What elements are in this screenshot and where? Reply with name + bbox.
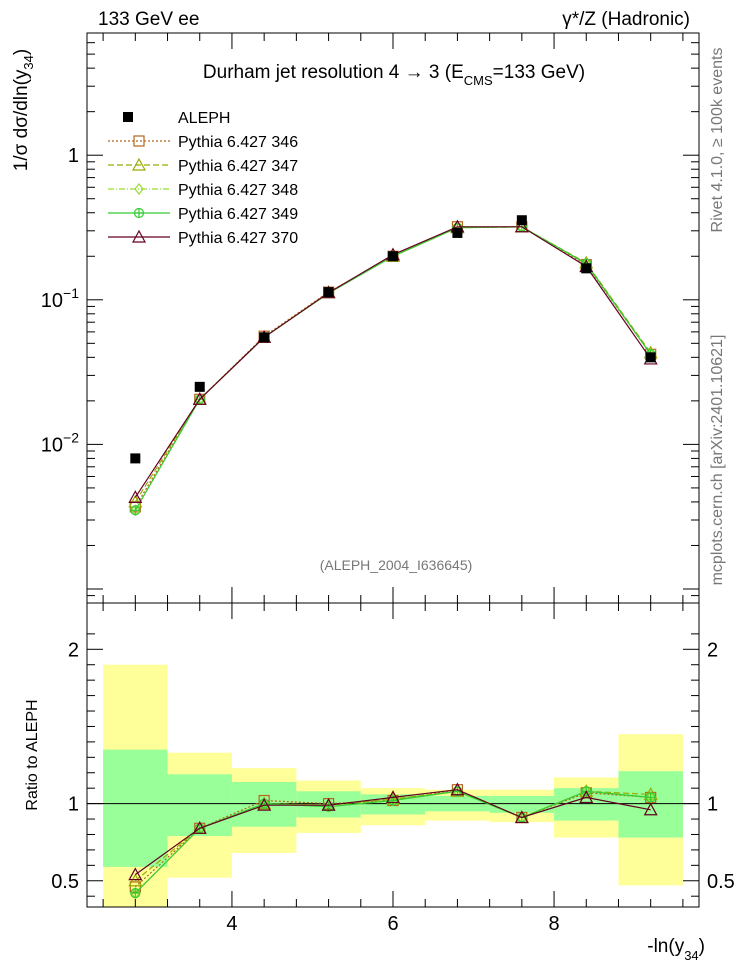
ratio-ytick-label-right-1: 1 xyxy=(707,794,718,816)
ratio-series-1-point-0 xyxy=(128,873,143,887)
legend-label-4: Pythia 6.427 370 xyxy=(178,230,298,247)
legend-marker-4 xyxy=(131,229,147,243)
legend-marker-1 xyxy=(131,157,147,171)
ratio-series-4-point-0 xyxy=(128,867,143,881)
legend-marker-2 xyxy=(134,183,144,195)
data-point-3 xyxy=(323,287,334,298)
ytick-label-exp-2: −2 xyxy=(63,429,79,445)
data-point-7 xyxy=(581,263,592,274)
ratio-series-4-point-1 xyxy=(192,821,207,834)
chart-title: Durham jet resolution 4 → 3 (ECMS=133 Ge… xyxy=(203,62,585,88)
ratio-bands-layer xyxy=(87,664,699,907)
title-main: Durham jet resolution 4 → 3 (E xyxy=(203,62,464,83)
series-line-1 xyxy=(134,226,652,503)
ratio-ytick-label-right-2: 2 xyxy=(707,639,718,661)
ytick-label-base-1: 10 xyxy=(41,290,63,312)
data-point-1 xyxy=(194,381,205,392)
analysis-id-label: (ALEPH_2004_I636645) xyxy=(320,557,473,573)
series-line-3 xyxy=(134,226,652,511)
xlabel-tail: ) xyxy=(699,936,705,957)
ytick-label-base-0: 1 xyxy=(68,145,79,167)
ylabel-main: 1/σ dσ/dln(y xyxy=(11,69,32,171)
xlabel-sub: 34 xyxy=(684,948,698,963)
legend-marker-0 xyxy=(133,135,145,147)
legend-marker-3 xyxy=(133,207,145,219)
series-4-point-0 xyxy=(128,490,143,503)
ratio-series-4-point-8 xyxy=(643,802,658,816)
ratio-plot-layer xyxy=(128,782,658,900)
ratio-series-4-point-6 xyxy=(514,810,529,824)
xlabel-main: -ln(y xyxy=(647,936,684,957)
ratio-series-line-4 xyxy=(134,789,651,876)
ylabel-tail: ) xyxy=(11,49,32,55)
frames-layer: 110−110−24 6 80.5 0.51 12 2 xyxy=(41,32,735,935)
data-point-2 xyxy=(259,332,270,343)
mcplots-label: mcplots.cern.ch [arXiv:2401.10621] xyxy=(709,335,726,586)
legend-label-0: Pythia 6.427 346 xyxy=(178,134,298,151)
xtick-label-2: 8 xyxy=(548,913,559,935)
data-point-5 xyxy=(452,227,463,238)
ytick-label-1: 10−1 xyxy=(41,285,79,312)
data-point-6 xyxy=(516,215,527,226)
legend: ALEPH Pythia 6.427 346 Pythia 6.427 347 Pyt… xyxy=(108,110,298,247)
ratio-series-4-point-5 xyxy=(450,782,465,796)
x-axis-label: -ln(y34) xyxy=(647,936,705,963)
series-4-point-6 xyxy=(514,219,529,233)
ratio-series-3-point-8 xyxy=(645,792,656,803)
green-band-bin-6 xyxy=(489,795,555,813)
data-point-4 xyxy=(388,251,398,262)
title-tail: =133 GeV) xyxy=(493,62,585,83)
ratio-ytick-label-right-0: 0.5 xyxy=(707,871,735,893)
series-3-point-0 xyxy=(130,505,141,516)
ratio-series-3-point-0 xyxy=(130,888,141,899)
series-4-point-1 xyxy=(192,392,207,405)
legend-label-1: Pythia 6.427 347 xyxy=(178,158,298,175)
series-line-0 xyxy=(134,226,652,508)
green-band-bin-0 xyxy=(103,749,168,867)
ytick-label-base-2: 10 xyxy=(41,434,63,456)
ytick-label-2: 10−2 xyxy=(41,429,79,456)
data-point-0 xyxy=(130,453,141,464)
legend-label-3: Pythia 6.427 349 xyxy=(178,206,298,223)
legend-label-data: ALEPH xyxy=(178,110,230,127)
xtick-label-1: 6 xyxy=(387,913,398,935)
ratio-series-4-point-2 xyxy=(257,797,272,811)
ytick-label-exp-1: −1 xyxy=(63,285,79,301)
series-line-4 xyxy=(134,226,652,498)
main-plot-layer xyxy=(128,215,658,517)
series-line-2 xyxy=(134,226,652,511)
ratio-series-4-point-4 xyxy=(385,790,401,804)
header-left: 133 GeV ee xyxy=(98,9,199,30)
title-sub: CMS xyxy=(464,73,493,88)
rivet-version-label: Rivet 4.1.0, ≥ 100k events xyxy=(709,48,726,233)
ytick-label-0: 1 xyxy=(68,145,79,167)
data-point-8 xyxy=(645,352,656,363)
ratio-ytick-label-left-0: 0.5 xyxy=(51,871,79,893)
header-right: γ*/Z (Hadronic) xyxy=(562,9,690,30)
ratio-y-axis-label: Ratio to ALEPH xyxy=(24,699,41,810)
y-axis-label: 1/σ dσ/dln(y34) xyxy=(11,49,36,171)
ratio-series-4-point-7 xyxy=(579,790,594,804)
xtick-label-0: 4 xyxy=(226,913,237,935)
ratio-ytick-label-left-1: 1 xyxy=(68,794,79,816)
ratio-series-4-point-3 xyxy=(321,797,336,811)
ratio-ytick-label-left-2: 2 xyxy=(68,639,79,661)
legend-marker-data xyxy=(123,112,133,122)
legend-label-2: Pythia 6.427 348 xyxy=(178,182,298,199)
ylabel-sub: 34 xyxy=(21,55,36,69)
